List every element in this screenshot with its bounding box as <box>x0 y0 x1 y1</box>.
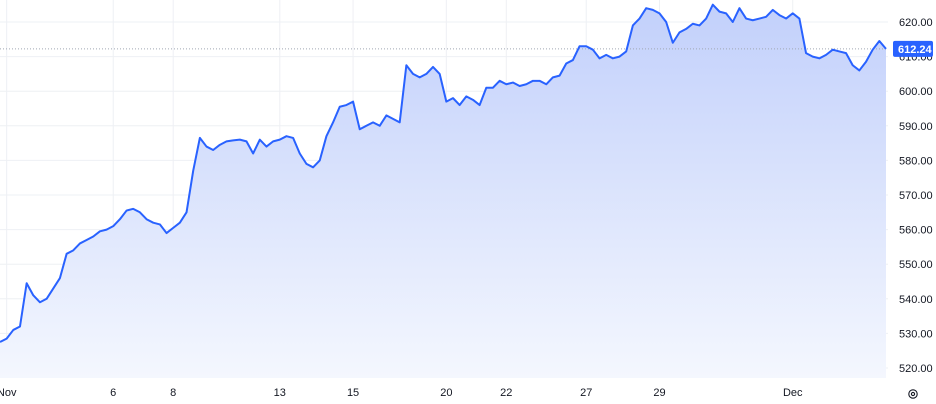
y-tick-label: 530.00 <box>899 328 933 340</box>
x-tick-label: 27 <box>580 387 592 399</box>
x-tick-label: Nov <box>0 387 17 399</box>
x-tick-label: 13 <box>274 387 286 399</box>
y-tick-label: 620.00 <box>899 17 933 29</box>
gear-icon[interactable] <box>908 389 918 399</box>
y-tick-label: 540.00 <box>899 294 933 306</box>
last-price-badge: 612.24 <box>893 40 933 57</box>
series-line <box>0 3 887 343</box>
x-tick-label: 8 <box>170 387 176 399</box>
x-tick-label: 22 <box>500 387 512 399</box>
x-tick-label: 6 <box>110 387 116 399</box>
y-tick-label: 520.00 <box>899 363 933 375</box>
x-axis[interactable]: Nov 6 8 13 15 20 22 27 29 Dec <box>0 387 803 399</box>
x-tick-label: 15 <box>347 387 359 399</box>
y-tick-label: 570.00 <box>899 190 933 202</box>
y-tick-label: 560.00 <box>899 225 933 237</box>
y-tick-label: 580.00 <box>899 155 933 167</box>
last-price-badge-label: 612.24 <box>898 44 933 56</box>
series-area <box>0 4 886 378</box>
x-tick-label: 20 <box>440 387 452 399</box>
y-axis[interactable]: 520.00 530.00 540.00 550.00 560.00 570.00 580.… <box>899 17 933 375</box>
y-tick-label: 590.00 <box>899 121 933 133</box>
x-tick-label: 29 <box>653 387 665 399</box>
x-tick-label: Dec <box>783 387 803 399</box>
y-tick-label: 550.00 <box>899 259 933 271</box>
last-price-badge-bg <box>893 40 933 57</box>
y-tick-label: 600.00 <box>899 86 933 98</box>
